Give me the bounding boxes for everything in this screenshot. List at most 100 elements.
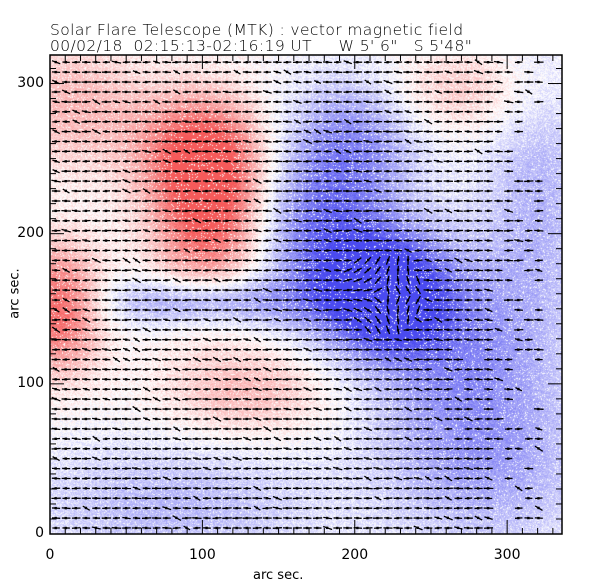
- field-vector-head: [104, 140, 108, 143]
- field-vector-head: [396, 288, 400, 291]
- field-vector-head: [315, 140, 319, 143]
- field-vector-head: [446, 328, 450, 331]
- field-vector-head: [305, 239, 309, 242]
- field-vector-head: [315, 368, 319, 371]
- field-vector-head: [205, 140, 208, 143]
- field-vector-head: [124, 189, 128, 193]
- field-vector-head: [496, 60, 500, 64]
- field-vector-head: [255, 160, 258, 163]
- field-vector-head: [336, 447, 339, 450]
- field-vector-head: [205, 279, 208, 282]
- field-vector-head: [366, 120, 369, 123]
- field-vector-head: [446, 358, 450, 361]
- field-vector-head: [456, 209, 460, 213]
- field-vector-head: [436, 130, 440, 133]
- field-vector-head: [124, 447, 128, 450]
- field-vector-head: [155, 160, 158, 163]
- field-vector-head: [165, 219, 168, 222]
- field-vector-head: [275, 437, 279, 440]
- field-vector-head: [426, 417, 430, 421]
- field-vector-head: [74, 80, 77, 84]
- field-vector-head: [145, 467, 148, 470]
- field-vector-head: [346, 209, 349, 213]
- field-vector-head: [175, 130, 178, 133]
- field-vector-head: [366, 140, 369, 143]
- field-vector-head: [446, 487, 450, 490]
- field-vector-head: [295, 516, 299, 520]
- field-vector-head: [376, 90, 379, 94]
- field-vector-head: [74, 130, 77, 133]
- field-vector-head: [456, 249, 460, 252]
- field-vector-head: [114, 427, 118, 431]
- field-vector-head: [235, 90, 238, 94]
- field-vector-head: [215, 60, 218, 64]
- field-vector-head: [506, 100, 510, 103]
- field-vector-head: [285, 199, 289, 203]
- field-vector-head: [275, 378, 279, 381]
- field-vector-head: [446, 368, 450, 371]
- field-vector-head: [165, 100, 168, 104]
- field-vector-head: [205, 358, 208, 361]
- field-vector-head: [235, 526, 238, 530]
- field-vector-head: [124, 140, 128, 143]
- field-vector-head: [466, 150, 470, 153]
- field-vector-head: [356, 368, 359, 371]
- field-vector-head: [165, 179, 168, 183]
- field-vector-head: [315, 219, 319, 222]
- field-vector-head: [446, 476, 450, 480]
- field-vector-head: [396, 497, 399, 500]
- field-vector-head: [74, 516, 77, 520]
- field-vector-head: [326, 437, 329, 440]
- field-vector-head: [175, 328, 178, 331]
- field-vector-head: [476, 209, 480, 213]
- field-vector-head: [295, 140, 299, 143]
- field-vector-head: [64, 249, 67, 252]
- field-vector-head: [486, 417, 490, 421]
- field-vector-head: [315, 318, 319, 322]
- field-vector-head: [144, 298, 148, 302]
- field-vector-head: [195, 170, 198, 173]
- field-vector-head: [285, 249, 289, 252]
- field-vector-head: [185, 308, 188, 312]
- field-vector-head: [396, 278, 400, 281]
- field-vector-head: [295, 457, 299, 460]
- field-vector-head: [406, 199, 409, 203]
- field-vector-head: [456, 140, 460, 143]
- field-vector-head: [396, 219, 399, 222]
- field-vector-head: [64, 318, 67, 322]
- field-vector-head: [114, 497, 118, 500]
- field-vector-head: [145, 229, 148, 232]
- field-vector-head: [124, 279, 128, 282]
- field-vector-head: [104, 209, 108, 213]
- field-vector-head: [84, 506, 88, 510]
- field-vector-head: [134, 100, 138, 104]
- field-vector-head: [84, 120, 87, 123]
- field-vector-head: [54, 526, 57, 530]
- field-vector-head: [346, 467, 349, 470]
- field-vector-head: [84, 457, 88, 460]
- field-vector-head: [114, 279, 118, 282]
- field-vector-head: [537, 506, 540, 510]
- field-vector-head: [416, 526, 419, 530]
- field-vector-head: [386, 70, 389, 74]
- field-vector-head: [426, 80, 430, 84]
- field-vector-head: [446, 170, 450, 173]
- field-vector-head: [155, 477, 158, 480]
- field-vector-head: [94, 388, 98, 391]
- field-vector-head: [255, 249, 259, 252]
- field-vector-head: [74, 407, 78, 411]
- field-vector-head: [235, 308, 238, 312]
- field-vector-head: [255, 130, 259, 133]
- field-vector-head: [84, 387, 88, 391]
- field-vector-head: [104, 348, 108, 351]
- field-vector-head: [114, 487, 118, 490]
- field-vector-head: [436, 437, 440, 441]
- field-vector-head: [285, 477, 289, 480]
- field-vector-head: [366, 358, 369, 361]
- field-vector-head: [134, 170, 138, 173]
- field-vector-head: [104, 259, 108, 262]
- field-vector-head: [195, 120, 198, 123]
- field-vector-head: [426, 348, 429, 351]
- field-vector-head: [436, 526, 440, 530]
- field-vector-head: [285, 229, 289, 232]
